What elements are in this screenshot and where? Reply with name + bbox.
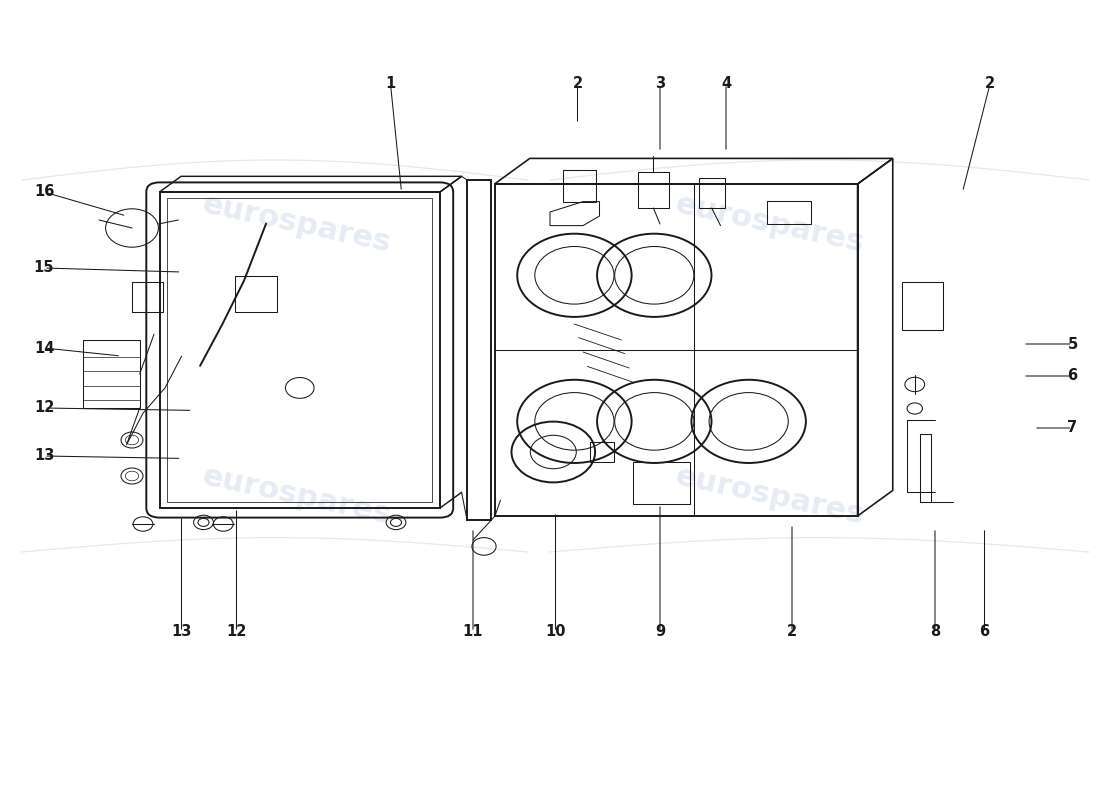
Text: 7: 7 — [1067, 421, 1078, 435]
Text: 4: 4 — [720, 77, 732, 91]
Text: 2: 2 — [786, 625, 798, 639]
Bar — [632, 462, 690, 504]
Text: eurospares: eurospares — [200, 462, 394, 530]
Text: 16: 16 — [34, 185, 54, 199]
Text: 12: 12 — [227, 625, 246, 639]
Text: 13: 13 — [172, 625, 191, 639]
Bar — [468, 180, 492, 520]
Bar — [920, 434, 931, 502]
Bar — [82, 340, 140, 408]
Text: 5: 5 — [1067, 337, 1078, 351]
Bar — [167, 198, 432, 502]
Text: eurospares: eurospares — [673, 190, 867, 258]
Text: 14: 14 — [34, 341, 54, 355]
Bar — [160, 192, 440, 508]
Bar — [590, 442, 614, 462]
Text: 12: 12 — [34, 401, 54, 415]
Bar — [638, 172, 669, 208]
Bar — [698, 178, 725, 208]
Bar — [563, 170, 596, 202]
Text: 11: 11 — [463, 625, 483, 639]
Bar — [132, 282, 163, 312]
Text: 13: 13 — [34, 449, 54, 463]
Text: 3: 3 — [654, 77, 666, 91]
Text: eurospares: eurospares — [673, 462, 867, 530]
Bar — [767, 202, 811, 224]
Bar — [235, 276, 277, 312]
Text: 2: 2 — [984, 77, 996, 91]
Text: 9: 9 — [654, 625, 666, 639]
Text: 1: 1 — [385, 77, 396, 91]
Bar — [902, 282, 944, 330]
Text: eurospares: eurospares — [200, 190, 394, 258]
Text: 6: 6 — [1067, 369, 1078, 383]
Text: 10: 10 — [546, 625, 565, 639]
Text: 6: 6 — [979, 625, 990, 639]
Bar — [495, 184, 858, 516]
Text: 8: 8 — [930, 625, 940, 639]
Text: 2: 2 — [572, 77, 583, 91]
Text: 15: 15 — [34, 261, 54, 275]
